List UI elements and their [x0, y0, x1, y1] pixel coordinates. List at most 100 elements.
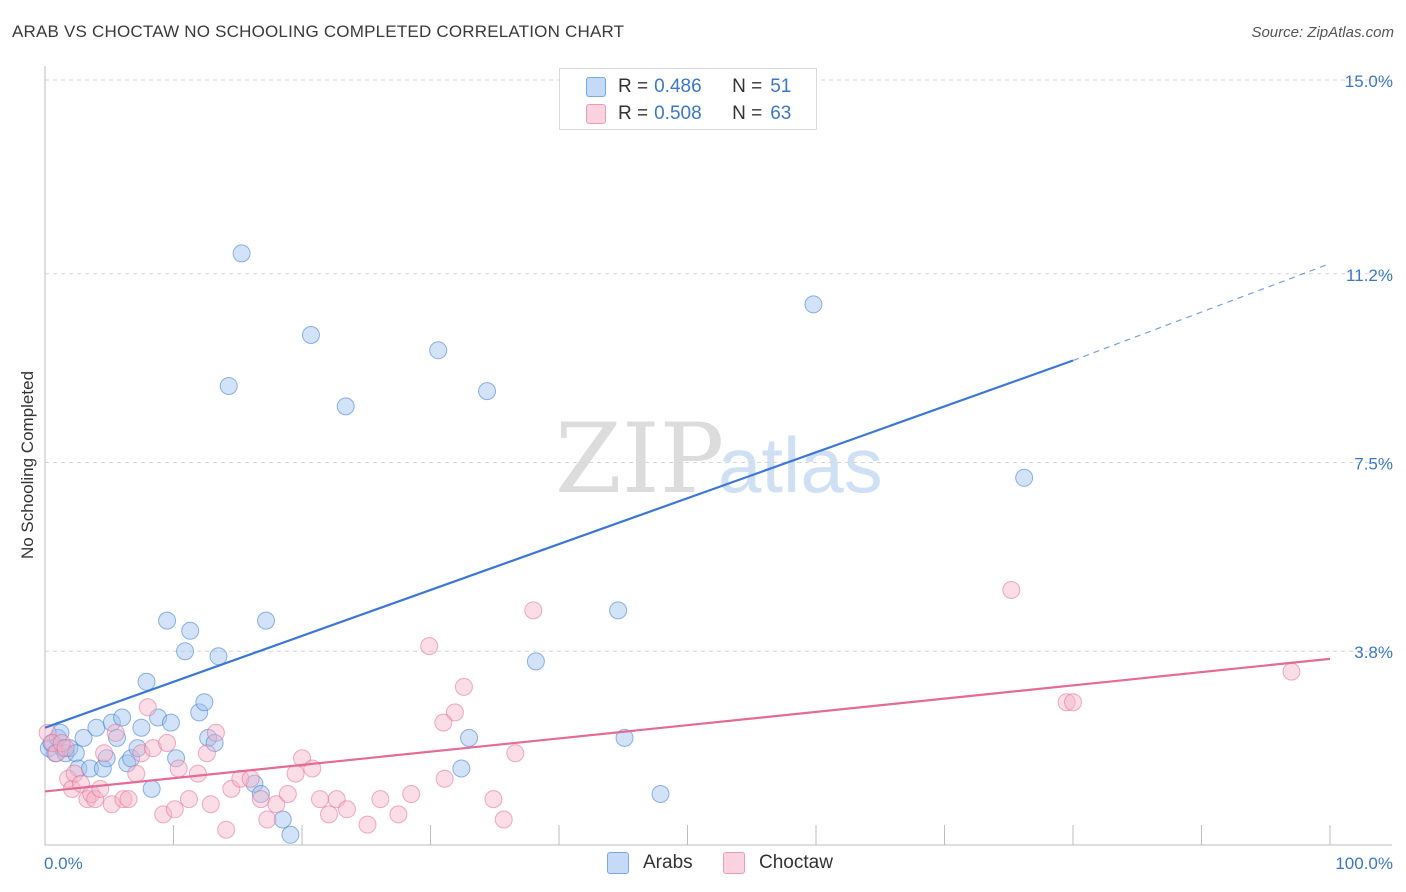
- legend-r-value: 0.486: [654, 76, 702, 97]
- data-point-arabs: [1015, 468, 1034, 487]
- data-point-choctaw: [106, 723, 125, 742]
- data-point-choctaw: [91, 779, 110, 798]
- watermark-atlas: atlas: [718, 421, 883, 509]
- y-axis-title-wrap: No Schooling Completed: [18, 371, 38, 559]
- y-tick-label: 3.8%: [1354, 643, 1393, 662]
- trend-line-choctaw: [44, 657, 1331, 793]
- data-point-arabs: [804, 295, 823, 314]
- data-point-arabs: [429, 341, 448, 360]
- data-point-choctaw: [506, 744, 525, 763]
- data-point-arabs: [161, 713, 180, 732]
- legend-r-label: R =: [618, 76, 649, 97]
- data-point-arabs: [460, 728, 479, 747]
- data-point-choctaw: [127, 764, 146, 783]
- data-point-choctaw: [114, 790, 133, 809]
- data-point-arabs: [273, 810, 292, 829]
- data-point-choctaw: [241, 769, 260, 788]
- data-point-choctaw: [38, 723, 57, 742]
- data-point-choctaw: [47, 744, 66, 763]
- legend-label-choctaw: Choctaw: [759, 852, 833, 873]
- data-point-choctaw: [119, 790, 138, 809]
- data-point-choctaw: [217, 820, 236, 839]
- data-point-choctaw: [188, 764, 207, 783]
- data-point-choctaw: [197, 744, 216, 763]
- data-point-choctaw: [435, 769, 454, 788]
- data-point-choctaw: [494, 810, 513, 829]
- data-point-choctaw: [267, 795, 286, 814]
- data-point-arabs: [176, 642, 195, 661]
- data-point-choctaw: [1064, 693, 1082, 712]
- data-point-arabs: [87, 718, 106, 737]
- data-point-arabs: [301, 326, 320, 344]
- data-point-arabs: [232, 244, 251, 263]
- data-point-choctaw: [169, 759, 188, 778]
- legend-item-choctaw[interactable]: Choctaw: [723, 852, 833, 874]
- x-tick-label: 0.0%: [44, 854, 83, 873]
- data-point-arabs: [219, 377, 238, 395]
- data-point-arabs: [142, 779, 161, 798]
- legend-swatch-arabs: [586, 77, 606, 97]
- data-point-choctaw: [222, 779, 241, 798]
- data-point-choctaw: [143, 739, 162, 758]
- data-point-choctaw: [524, 601, 543, 620]
- data-point-arabs: [66, 744, 85, 763]
- data-point-choctaw: [201, 795, 220, 814]
- legend-swatch-arabs: [607, 852, 629, 874]
- y-tick-label: 15.0%: [1345, 72, 1393, 91]
- legend-n-label: N =: [732, 76, 763, 97]
- data-point-arabs: [452, 759, 471, 778]
- data-point-choctaw: [420, 637, 439, 656]
- data-point-choctaw: [132, 744, 151, 763]
- y-tick-label: 7.5%: [1354, 455, 1393, 474]
- correlation-legend: R = 0.486 N = 51 R = 0.508 N = 63: [559, 68, 817, 130]
- data-point-choctaw: [358, 815, 377, 834]
- data-point-choctaw: [179, 790, 198, 809]
- legend-item-arabs[interactable]: Arabs: [607, 852, 693, 874]
- data-point-choctaw: [1282, 662, 1301, 681]
- chart-title: ARAB VS CHOCTAW NO SCHOOLING COMPLETED C…: [12, 22, 625, 41]
- data-point-choctaw: [95, 744, 114, 763]
- trend-line-extension-arabs: [1072, 263, 1331, 362]
- data-point-choctaw: [86, 790, 105, 809]
- data-point-choctaw: [454, 677, 473, 696]
- data-point-arabs: [167, 749, 186, 768]
- data-point-arabs: [526, 652, 545, 671]
- data-point-arabs: [93, 759, 112, 778]
- legend-swatch-choctaw: [723, 852, 745, 874]
- data-point-choctaw: [165, 800, 184, 819]
- data-point-choctaw: [154, 805, 173, 824]
- data-point-arabs: [478, 382, 497, 401]
- data-point-arabs: [190, 703, 209, 722]
- data-point-arabs: [336, 397, 355, 416]
- data-point-arabs: [97, 749, 116, 768]
- data-point-arabs: [281, 825, 300, 844]
- data-point-choctaw: [434, 713, 453, 732]
- data-point-arabs: [74, 728, 93, 747]
- data-point-choctaw: [278, 785, 297, 803]
- watermark-zip: ZIP: [555, 403, 724, 515]
- data-point-choctaw: [402, 785, 421, 803]
- data-point-choctaw: [56, 739, 75, 758]
- data-point-arabs: [651, 785, 670, 803]
- data-point-choctaw: [371, 790, 390, 809]
- y-tick-label: 11.2%: [1346, 266, 1393, 285]
- data-point-choctaw: [484, 790, 503, 809]
- data-point-arabs: [137, 672, 156, 691]
- source-label: Source: ZipAtlas.com: [1251, 24, 1394, 41]
- data-point-arabs: [158, 611, 177, 630]
- data-point-arabs: [609, 601, 628, 620]
- x-tick-label: 100.0%: [1335, 854, 1393, 873]
- data-point-choctaw: [102, 795, 121, 814]
- data-point-choctaw: [138, 698, 157, 717]
- data-point-arabs: [195, 693, 214, 712]
- data-point-arabs: [181, 621, 200, 640]
- legend-n-value: 51: [770, 76, 792, 97]
- data-point-choctaw: [206, 723, 225, 742]
- data-point-choctaw: [251, 790, 270, 809]
- data-point-choctaw: [286, 764, 305, 783]
- data-point-choctaw: [1057, 693, 1076, 712]
- legend-r-value: 0.508: [654, 103, 702, 124]
- data-point-arabs: [257, 611, 276, 630]
- data-point-choctaw: [445, 703, 464, 722]
